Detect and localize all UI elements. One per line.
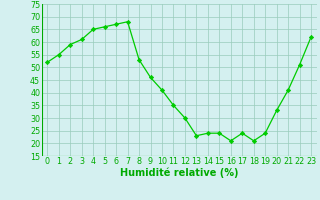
X-axis label: Humidité relative (%): Humidité relative (%) (120, 168, 238, 178)
